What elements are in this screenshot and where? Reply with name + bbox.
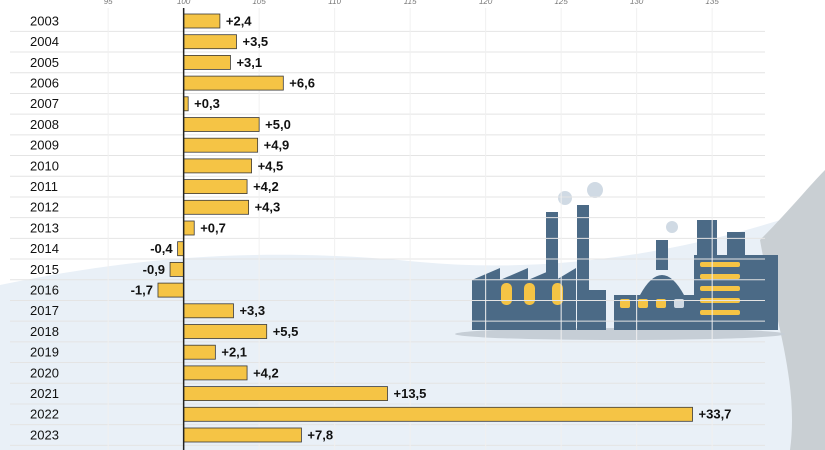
- y-tick-label: 2015: [30, 262, 59, 277]
- y-tick-label: 2012: [30, 200, 59, 215]
- y-tick-label: 2013: [30, 220, 59, 235]
- data-label: +6,6: [289, 76, 315, 91]
- bar: [157, 282, 185, 298]
- y-tick-label: 2010: [30, 158, 59, 173]
- bar: [183, 386, 388, 402]
- y-tick-label: 2017: [30, 303, 59, 318]
- data-label: -0,4: [150, 241, 173, 256]
- x-tick-label: 125: [554, 0, 568, 6]
- bar: [177, 241, 185, 257]
- x-tick-label: 120: [479, 0, 493, 6]
- data-label: +4,2: [253, 365, 279, 380]
- y-tick-label: 2005: [30, 55, 59, 70]
- data-label: +4,5: [258, 158, 284, 173]
- bar: [183, 303, 234, 319]
- bar: [183, 75, 284, 91]
- bar: [183, 158, 252, 174]
- y-tick-label: 2011: [30, 179, 58, 194]
- x-tick-label: 100: [177, 0, 191, 6]
- data-label: +4,3: [255, 200, 281, 215]
- data-label: +0,3: [194, 96, 220, 111]
- bar: [183, 427, 302, 443]
- data-label: +3,5: [243, 34, 269, 49]
- y-tick-label: 2004: [30, 34, 59, 49]
- x-tick-label: 105: [252, 0, 266, 6]
- x-tick-label: 95: [104, 0, 113, 6]
- y-tick-label: 2014: [30, 241, 59, 256]
- data-label: +5,0: [265, 117, 291, 132]
- y-tick-label: 2019: [30, 345, 59, 360]
- y-tick-label: 2020: [30, 365, 59, 380]
- bar: [183, 199, 249, 215]
- data-label: +2,1: [221, 345, 247, 360]
- data-label: +2,4: [226, 13, 252, 28]
- y-tick-label: 2009: [30, 138, 59, 153]
- bar: [183, 344, 216, 360]
- y-tick-label: 2006: [30, 76, 59, 91]
- y-tick-label: 2018: [30, 324, 59, 339]
- bar: [183, 117, 260, 132]
- bar: [169, 261, 185, 277]
- x-tick-label: 115: [404, 0, 417, 6]
- data-label: +4,9: [264, 138, 290, 153]
- bar: [183, 13, 221, 29]
- y-tick-label: 2007: [30, 96, 59, 111]
- bar: [183, 365, 248, 381]
- x-tick-label: 130: [630, 0, 644, 6]
- data-label: +13,5: [394, 386, 427, 401]
- x-tick-label: 110: [328, 0, 341, 6]
- bar: [183, 220, 195, 236]
- data-label: +5,5: [273, 324, 299, 339]
- data-label: +7,8: [307, 427, 333, 442]
- y-tick-label: 2021: [30, 386, 59, 401]
- bar: [183, 55, 231, 70]
- data-label: -1,7: [131, 283, 153, 298]
- bar: [183, 324, 268, 339]
- bar: [183, 137, 259, 153]
- y-tick-label: 2023: [30, 427, 59, 442]
- x-tick-label: 135: [705, 0, 719, 6]
- data-label: +0,7: [200, 220, 226, 235]
- data-label: +3,3: [239, 303, 265, 318]
- data-label: -0,9: [143, 262, 165, 277]
- y-tick-label: 2003: [30, 13, 59, 28]
- data-label: +4,2: [253, 179, 279, 194]
- y-tick-label: 2022: [30, 407, 59, 422]
- bar: [183, 34, 237, 50]
- y-tick-label: 2016: [30, 283, 59, 298]
- bar: [183, 406, 693, 422]
- data-label: +3,1: [236, 55, 262, 70]
- y-tick-label: 2008: [30, 117, 59, 132]
- data-label: +33,7: [699, 407, 732, 422]
- bar: [183, 179, 248, 195]
